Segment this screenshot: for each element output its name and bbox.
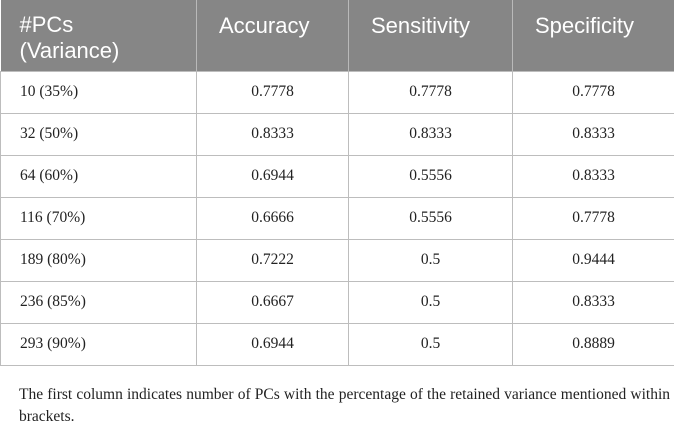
cell-accuracy: 0.6944	[196, 154, 349, 198]
table-row: 32 (50%) 0.8333 0.8333 0.8333	[0, 112, 674, 156]
header-sensitivity: Sensitivity	[348, 0, 513, 71]
header-variance-label: (Variance)	[19, 38, 120, 63]
table-footnote: The first column indicates number of PCs…	[19, 386, 670, 425]
header-row: #PCs (Variance) Accuracy Sensitivity Spec…	[0, 0, 674, 71]
table-row: 10 (35%) 0.7778 0.7778 0.7778	[0, 70, 674, 114]
cell-sensitivity: 0.5	[348, 238, 513, 282]
table-body: 10 (35%) 0.7778 0.7778 0.7778 32 (50%) 0…	[0, 70, 674, 366]
cell-specificity: 0.8889	[512, 322, 674, 366]
cell-accuracy: 0.7778	[196, 70, 349, 114]
cell-accuracy: 0.6667	[196, 280, 349, 324]
cell-accuracy: 0.6666	[196, 196, 349, 240]
cell-specificity: 0.8333	[512, 112, 674, 156]
header-pcs-label: #PCs	[19, 12, 74, 37]
cell-specificity: 0.7778	[512, 70, 674, 114]
table-row: 64 (60%) 0.6944 0.5556 0.8333	[0, 154, 674, 198]
cell-sensitivity: 0.5556	[348, 154, 513, 198]
cell-pcs: 293 (90%)	[0, 322, 197, 366]
cell-specificity: 0.8333	[512, 154, 674, 198]
cell-specificity: 0.8333	[512, 280, 674, 324]
header-pcs-variance: #PCs (Variance)	[1, 0, 197, 71]
results-table: #PCs (Variance) Accuracy Sensitivity Spec…	[0, 0, 674, 366]
cell-sensitivity: 0.5	[348, 280, 513, 324]
cell-sensitivity: 0.7778	[348, 70, 513, 114]
cell-pcs: 236 (85%)	[0, 280, 197, 324]
table-row: 236 (85%) 0.6667 0.5 0.8333	[0, 280, 674, 324]
cell-specificity: 0.9444	[512, 238, 674, 282]
cell-accuracy: 0.6944	[196, 322, 349, 366]
table-row: 189 (80%) 0.7222 0.5 0.9444	[0, 238, 674, 282]
header-specificity: Specificity	[512, 0, 674, 71]
table-row: 293 (90%) 0.6944 0.5 0.8889	[0, 322, 674, 366]
cell-sensitivity: 0.8333	[348, 112, 513, 156]
cell-sensitivity: 0.5556	[348, 196, 513, 240]
cell-pcs: 189 (80%)	[0, 238, 197, 282]
cell-accuracy: 0.8333	[196, 112, 349, 156]
cell-accuracy: 0.7222	[196, 238, 349, 282]
cell-pcs: 116 (70%)	[0, 196, 197, 240]
cell-pcs: 10 (35%)	[0, 70, 197, 114]
header-accuracy: Accuracy	[196, 0, 349, 71]
table-row: 116 (70%) 0.6666 0.5556 0.7778	[0, 196, 674, 240]
cell-pcs: 32 (50%)	[0, 112, 197, 156]
cell-sensitivity: 0.5	[348, 322, 513, 366]
cell-pcs: 64 (60%)	[0, 154, 197, 198]
cell-specificity: 0.7778	[512, 196, 674, 240]
table-header: #PCs (Variance) Accuracy Sensitivity Spec…	[0, 0, 674, 71]
